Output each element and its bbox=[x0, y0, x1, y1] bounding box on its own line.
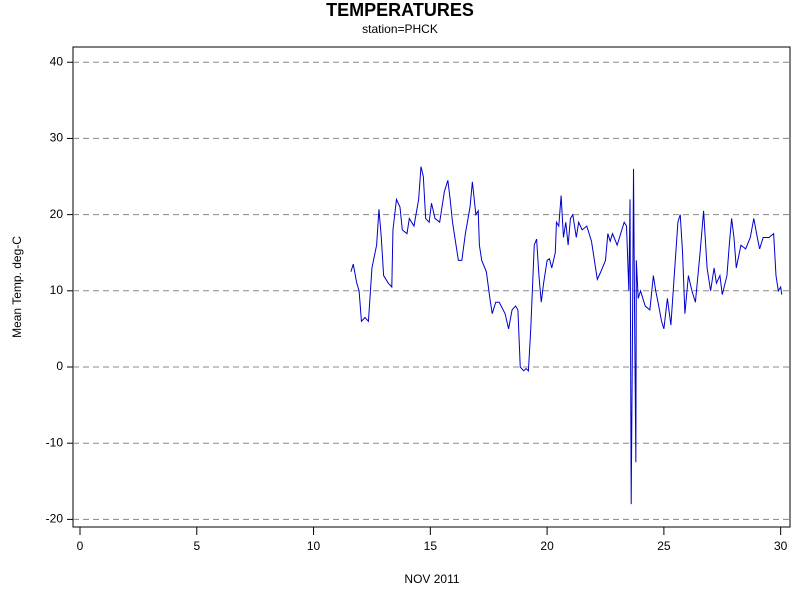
y-tick-label: 40 bbox=[50, 54, 64, 68]
x-tick-label: 20 bbox=[540, 539, 554, 553]
y-tick-label: 10 bbox=[50, 283, 64, 297]
x-tick-label: 0 bbox=[77, 539, 84, 553]
x-axis-label: NOV 2011 bbox=[404, 572, 459, 586]
data-line bbox=[350, 166, 783, 505]
y-axis-label: Mean Temp. deg-C bbox=[10, 236, 24, 338]
x-tick-label: 15 bbox=[424, 539, 438, 553]
x-tick-label: 10 bbox=[307, 539, 321, 553]
x-tick-label: 30 bbox=[774, 539, 788, 553]
x-tick-label: 5 bbox=[193, 539, 200, 553]
chart-title: TEMPERATURES bbox=[326, 0, 474, 20]
y-tick-label: 0 bbox=[56, 359, 63, 373]
plot-frame bbox=[72, 46, 791, 528]
y-tick-label: -20 bbox=[46, 512, 64, 526]
y-tick-label: 20 bbox=[50, 207, 64, 221]
chart-subtitle: station=PHCK bbox=[362, 22, 438, 36]
x-tick-label: 25 bbox=[657, 539, 671, 553]
y-tick-label: 30 bbox=[50, 131, 64, 145]
y-tick-label: -10 bbox=[46, 435, 64, 449]
